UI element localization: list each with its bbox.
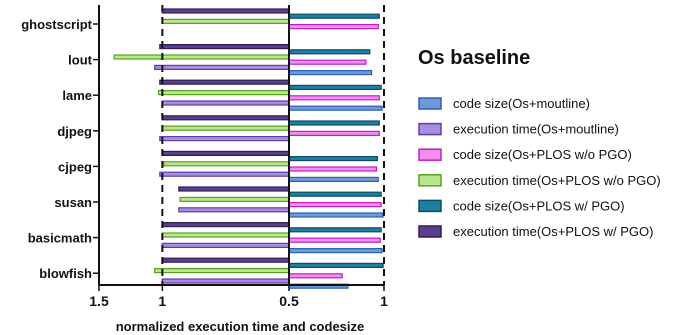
bar-cjpeg-s2 xyxy=(288,166,378,172)
bar-lout-s0 xyxy=(288,69,373,76)
bar-susan-s0 xyxy=(288,212,384,218)
legend-label: execution time(Os+moutline) xyxy=(453,122,619,137)
legend-swatch xyxy=(418,199,442,213)
legend-swatch xyxy=(418,122,442,136)
bar-blowfish-s5 xyxy=(161,257,290,263)
bar-lame-s5 xyxy=(159,79,290,85)
bar-susan-s5 xyxy=(178,186,290,192)
legend-swatch xyxy=(418,148,442,161)
bar-ghostscript-s2 xyxy=(288,24,379,30)
bar-susan-s2 xyxy=(288,202,382,208)
bar-lout-s1 xyxy=(154,64,290,71)
bar-cjpeg-s5 xyxy=(161,150,290,156)
legend-title: Os baseline xyxy=(418,47,530,69)
legend-label: code size(Os+moutline) xyxy=(453,96,590,111)
bar-basicmath-s5 xyxy=(161,222,290,228)
bar-lame-s4 xyxy=(288,84,382,91)
bar-lout-s4 xyxy=(288,49,371,55)
category-label: cjpeg xyxy=(58,159,92,174)
bar-lout-s5 xyxy=(159,43,290,50)
bar-blowfish-s2 xyxy=(288,273,343,279)
category-label: susan xyxy=(54,195,92,210)
bar-cjpeg-s0 xyxy=(288,176,379,182)
bar-djpeg-s1 xyxy=(159,136,290,142)
bar-djpeg-s3 xyxy=(161,125,290,131)
x-tick-label: 1 xyxy=(380,293,388,309)
plot-area xyxy=(113,8,384,289)
bar-lame-s1 xyxy=(161,100,290,106)
category-label: basicmath xyxy=(28,231,92,246)
bar-basicmath-s1 xyxy=(161,242,290,248)
bar-ghostscript-s5 xyxy=(161,8,290,14)
bar-lout-s2 xyxy=(288,59,367,65)
legend-label: code size(Os+PLOS w/ PGO) xyxy=(453,198,625,213)
category-label: blowfish xyxy=(39,266,92,281)
bar-djpeg-s2 xyxy=(288,130,380,136)
bar-basicmath-s3 xyxy=(161,232,290,238)
legend-swatch xyxy=(418,174,442,187)
bar-lout-s3 xyxy=(113,54,290,60)
bar-blowfish-s3 xyxy=(154,268,290,274)
x-tick-label: 0.5 xyxy=(279,293,299,309)
legend-swatch xyxy=(418,97,442,110)
category-label: lame xyxy=(62,88,92,103)
bar-susan-s1 xyxy=(178,207,290,213)
bar-blowfish-s1 xyxy=(161,278,290,284)
bar-blowfish-s4 xyxy=(288,262,384,268)
bar-djpeg-s4 xyxy=(288,120,380,126)
bar-basicmath-s0 xyxy=(288,248,383,254)
bar-cjpeg-s1 xyxy=(159,171,290,177)
x-axis-title: normalized execution time and codesize xyxy=(116,319,365,334)
legend-swatch xyxy=(418,225,442,238)
bar-cjpeg-s3 xyxy=(163,161,290,167)
bar-ghostscript-s3 xyxy=(161,18,290,24)
category-label: ghostscript xyxy=(21,17,92,32)
bar-cjpeg-s4 xyxy=(288,156,379,162)
bar-ghostscript-s4 xyxy=(288,13,380,19)
bar-basicmath-s2 xyxy=(288,237,381,243)
category-label: lout xyxy=(68,53,92,68)
bar-susan-s4 xyxy=(288,191,382,197)
legend-label: execution time(Os+PLOS w/o PGO) xyxy=(453,173,661,188)
bar-lame-s2 xyxy=(288,95,380,101)
bar-basicmath-s4 xyxy=(288,227,382,233)
x-tick-label: 1.5 xyxy=(89,293,109,309)
bar-lame-s0 xyxy=(288,105,383,111)
legend: code size(Os+moutline) execution time(Os+… xyxy=(418,96,661,239)
category-label: djpeg xyxy=(57,124,92,139)
x-tick-label: 1 xyxy=(158,293,166,309)
axes: ghostscript lout lame djpeg cjpeg susan basicm… xyxy=(21,5,388,309)
legend-label: execution time(Os+PLOS w/ PGO) xyxy=(453,224,653,239)
legend-label: code size(Os+PLOS w/o PGO) xyxy=(453,147,632,162)
bar-susan-s3 xyxy=(179,196,290,202)
bar-djpeg-s5 xyxy=(161,115,290,121)
bar-lame-s3 xyxy=(157,89,290,96)
